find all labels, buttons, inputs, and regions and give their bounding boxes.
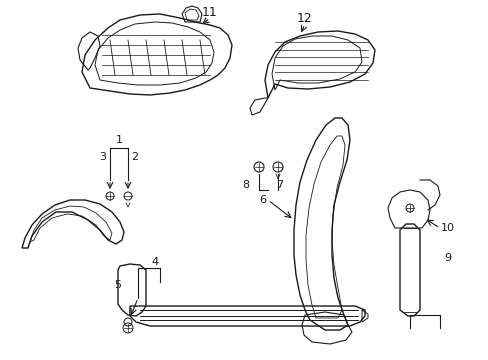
Text: 4: 4 (151, 257, 158, 267)
Text: 2: 2 (131, 152, 138, 162)
Text: 9: 9 (444, 253, 450, 263)
Text: 12: 12 (297, 12, 312, 24)
Text: 5: 5 (114, 280, 121, 290)
Text: 1: 1 (115, 135, 122, 145)
Text: 8: 8 (242, 180, 249, 190)
Text: 7: 7 (276, 180, 283, 190)
Text: 11: 11 (202, 5, 218, 18)
Text: 6: 6 (259, 195, 266, 205)
Text: 10: 10 (440, 223, 454, 233)
Text: 3: 3 (99, 152, 106, 162)
